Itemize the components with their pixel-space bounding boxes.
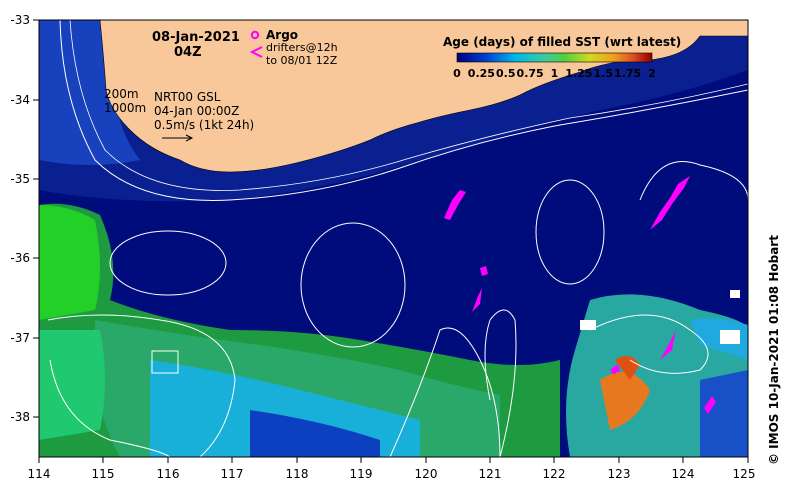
plot-frame [38, 19, 749, 458]
y-tick-label: -35 [10, 172, 30, 186]
argo-marker [611, 368, 617, 374]
drifter-legend-label: drifters@12h [266, 41, 338, 54]
orange-patch [600, 372, 650, 430]
x-tick-label: 120 [415, 467, 438, 481]
y-tick-label: -37 [10, 331, 30, 345]
argo-legend-label: Argo [266, 28, 298, 42]
y-tick-label: -33 [10, 13, 30, 27]
colorbar-tick-label: 0.75 [517, 67, 544, 80]
x-tick-label: 115 [92, 467, 115, 481]
x-tick-label: 119 [350, 467, 373, 481]
x-tick-label: 122 [543, 467, 566, 481]
colorbar-tick-label: 0 [453, 67, 461, 80]
drifter-legend-date: to 08/01 12Z [266, 54, 338, 67]
colorbar-tick-label: 1.5 [594, 67, 614, 80]
map-field [39, 20, 748, 457]
y-tick-label: -34 [10, 93, 30, 107]
map-time: 04Z [174, 45, 202, 60]
y-tick-label: -38 [10, 410, 30, 424]
colorbar-ticks: 0 0.25 0.5 0.75 1 1.25 1.5 1.75 2 [453, 67, 656, 80]
eddy-contour-3 [535, 179, 605, 285]
drifter-legend-icon [249, 46, 263, 58]
colorbar-tick-label: 0.5 [496, 67, 516, 80]
colorbar-tick-label: 0.25 [468, 67, 495, 80]
altimetry-product: NRT00 GSL [154, 90, 221, 104]
x-tick-label: 121 [479, 467, 502, 481]
credit-label: © IMOS 10-Jan-2021 01:08 Hobart [767, 235, 781, 465]
x-tick-label: 125 [733, 467, 756, 481]
isobath-200m [69, 20, 748, 191]
colorbar-tick-label: 2 [648, 67, 656, 80]
x-tick-label: 118 [286, 467, 309, 481]
x-tick-label: 114 [28, 467, 51, 481]
isobath-label-1000m: 1000m [104, 101, 146, 115]
drifter-tracks [444, 176, 716, 414]
x-tick-label: 124 [672, 467, 695, 481]
colorbar-gradient [456, 52, 653, 63]
colorbar-tick-label: 1.75 [614, 67, 641, 80]
eddy-contour-1 [109, 230, 227, 296]
x-tick-label: 117 [221, 467, 244, 481]
colorbar-title: Age (days) of filled SST (wrt latest) [443, 35, 681, 49]
argo-legend-icon [250, 30, 260, 40]
colorbar-tick-label: 1.25 [565, 67, 592, 80]
x-tick-label: 123 [608, 467, 631, 481]
colorbar-tick-label: 1 [551, 67, 559, 80]
x-axis: 114 115 116 117 118 119 120 121 122 123 … [28, 457, 756, 481]
altimetry-date: 04-Jan 00:00Z [154, 104, 239, 118]
eddy-contour-2 [300, 222, 406, 348]
y-axis: -33 -34 -35 -36 -37 -38 [10, 13, 39, 424]
x-tick-label: 116 [157, 467, 180, 481]
map-date: 08-Jan-2021 [152, 30, 240, 45]
velocity-scale-label: 0.5m/s (1kt 24h) [154, 118, 254, 132]
isobath-1000m [59, 20, 748, 201]
isobath-label-200m: 200m [104, 87, 139, 101]
y-tick-label: -36 [10, 251, 30, 265]
